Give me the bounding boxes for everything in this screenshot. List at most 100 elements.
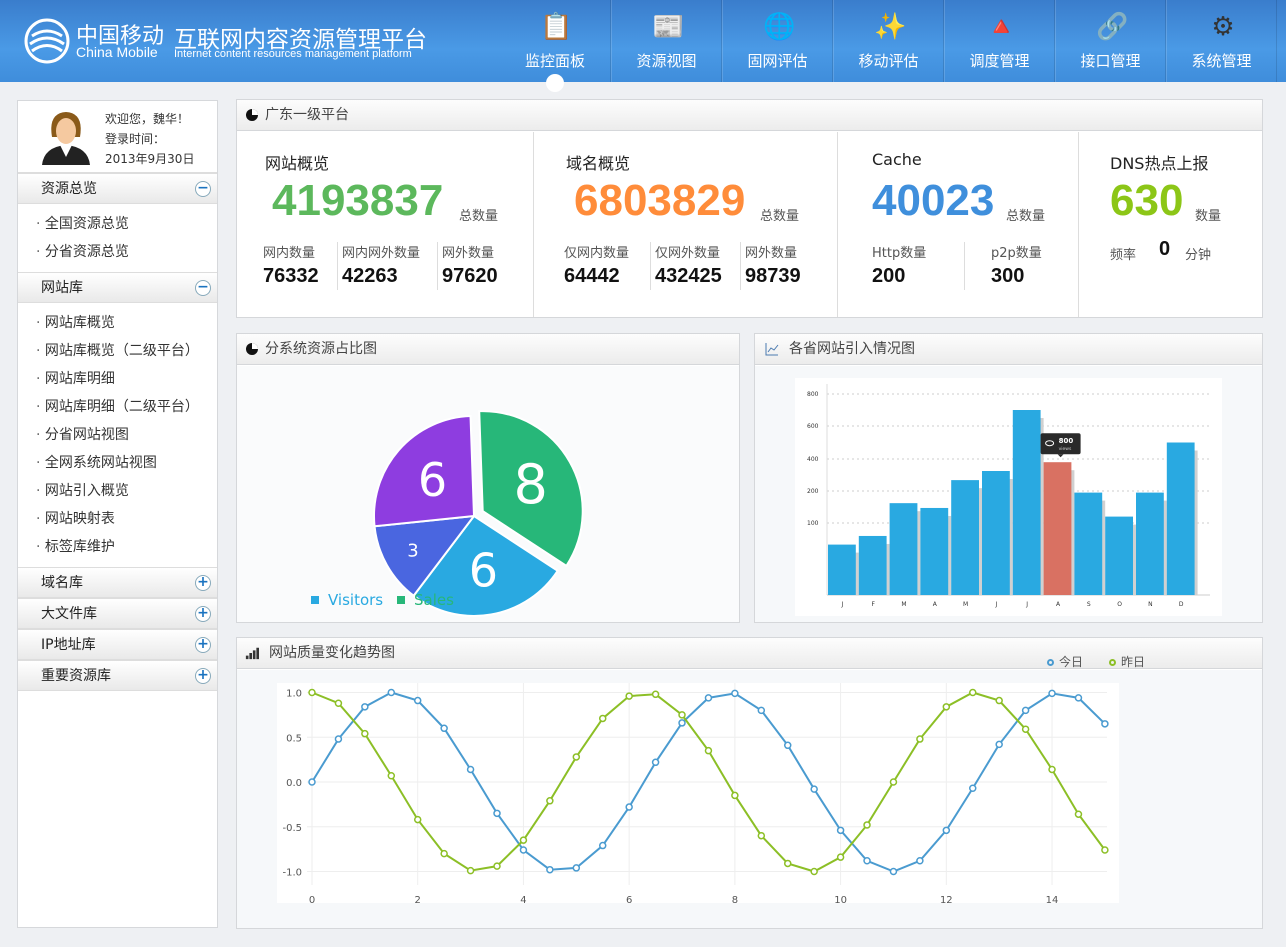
line-chart-icon [765,343,779,356]
sidebar-item[interactable]: 分省资源总览 [18,238,217,266]
domain-total: 6803829 [574,176,746,225]
data-point [334,735,343,743]
x-tick-label: J [1025,601,1028,608]
data-point [598,841,607,850]
freq-label: 频率 [1110,248,1137,263]
expand-icon[interactable]: + [195,637,211,653]
panel-header: 分系统资源占比图 [237,334,739,365]
sub-value: 76332 [263,265,319,287]
top-header: 中国移动 China Mobile 互联网内容资源管理平台 Internet c… [0,0,1286,92]
expand-icon[interactable]: + [195,575,211,591]
collapse-icon[interactable]: − [195,181,211,197]
legend-today[interactable]: 今日 [1047,647,1083,678]
bar [1166,442,1195,595]
login-date: 2013年9月30日 [105,152,195,166]
data-point [995,696,1003,705]
x-tick-label: D [1179,601,1184,608]
data-point [969,688,977,697]
sub-value: 200 [872,265,906,287]
sidebar-item[interactable]: 网站库概览（二级平台） [18,337,217,365]
collapse-icon[interactable]: − [195,280,211,296]
data-point [810,867,818,876]
nav-fixed-network[interactable]: 🌐 固网评估 [722,0,833,82]
app-title: 互联网内容资源管理平台 [174,27,427,53]
active-indicator [546,74,564,92]
stat-title: Cache [872,150,922,169]
sub-value: 432425 [655,265,722,287]
sidebar-section-header[interactable]: 重要资源库 + [18,660,217,691]
sidebar-section-header[interactable]: 资源总览 − [18,173,217,204]
sidebar-item[interactable]: 网站引入概览 [18,477,217,505]
legend-swatch [311,596,319,604]
cache-overview: Cache 40023 总数量 Http数量 200 p2p数量 300 [838,132,1079,317]
section-title: 资源总览 [41,181,97,197]
data-point [969,784,977,793]
legend-label: 今日 [1059,655,1084,669]
data-point [572,753,581,761]
data-point [361,729,369,738]
sidebar-item[interactable]: 分省网站视图 [18,421,217,449]
star-burst-icon: ✨ [874,12,907,42]
sidebar-item[interactable]: 网站库明细 [18,365,217,393]
sidebar-item[interactable]: 网站映射表 [18,505,217,533]
nav-scheduling[interactable]: 🔺 调度管理 [944,0,1055,82]
data-point [942,703,951,711]
data-point [387,688,396,697]
data-point [704,746,713,755]
data-point [440,724,448,733]
sidebar-item[interactable]: 网站库明细（二级平台） [18,393,217,421]
signal-bars-icon [245,647,259,660]
section-title: 大文件库 [41,606,97,622]
bar [1012,410,1041,595]
sidebar-item[interactable]: 全网系统网站视图 [18,449,217,477]
tooltip-label: views [1059,446,1072,452]
data-point [413,815,422,824]
nav-monitor-dashboard[interactable]: 📋 监控面板 [500,0,611,92]
sub-label: p2p数量 [991,246,1042,261]
data-point [413,696,422,705]
sidebar-item[interactable]: 全国资源总览 [18,210,217,238]
sidebar-section-header[interactable]: 大文件库 + [18,598,217,629]
nav-label: 监控面板 [524,52,585,70]
nav-resource-view[interactable]: 📰 资源视图 [611,0,722,82]
y-tick-label: 800 [807,391,819,398]
bar [1105,516,1133,595]
sidebar-item[interactable]: 网站库概览 [18,309,217,337]
tooltip-value: 800 [1059,437,1074,445]
nav-label: 资源视图 [636,52,697,70]
y-tick-label: 600 [807,423,819,430]
eye-icon [1045,440,1055,447]
legend-yesterday[interactable]: 昨日 [1109,647,1145,678]
nav-system[interactable]: ⚙ 系统管理 [1166,0,1277,82]
nav-interface[interactable]: 🔗 接口管理 [1055,0,1166,82]
x-tick-label: 6 [626,895,632,906]
bar [828,544,856,595]
sidebar-item[interactable]: 标签库维护 [18,533,217,561]
sidebar-section-header[interactable]: IP地址库 + [18,629,217,660]
logo-text-en: China Mobile [76,44,158,60]
total-label: 数量 [1195,209,1222,224]
cache-total: 40023 [872,176,995,225]
sidebar-section-header[interactable]: 网站库 − [18,272,217,303]
data-point [651,690,660,699]
data-point [810,785,818,793]
avatar [42,112,90,165]
expand-icon[interactable]: + [195,668,211,684]
data-point [651,758,660,767]
x-tick-label: 2 [415,895,421,906]
expand-icon[interactable]: + [195,606,211,622]
y-tick-label: 0.5 [286,733,302,744]
network-icon: 🔗 [1096,12,1129,42]
nav-mobile-eval[interactable]: ✨ 移动评估 [833,0,944,82]
plot-area [277,683,1119,903]
data-point [731,689,739,698]
sidebar-list: 网站库概览网站库概览（二级平台）网站库明细网站库明细（二级平台）分省网站视图全网… [18,303,217,567]
section-title: 重要资源库 [41,668,111,684]
pie-slice [412,514,560,617]
sub-value: 64442 [564,265,620,287]
sidebar-section-header[interactable]: 域名库 + [18,567,217,598]
sub-label: 仅网外数量 [655,246,721,261]
legend-label: 昨日 [1121,655,1146,669]
total-label: 总数量 [1006,209,1046,224]
nav-label: 系统管理 [1191,52,1252,70]
